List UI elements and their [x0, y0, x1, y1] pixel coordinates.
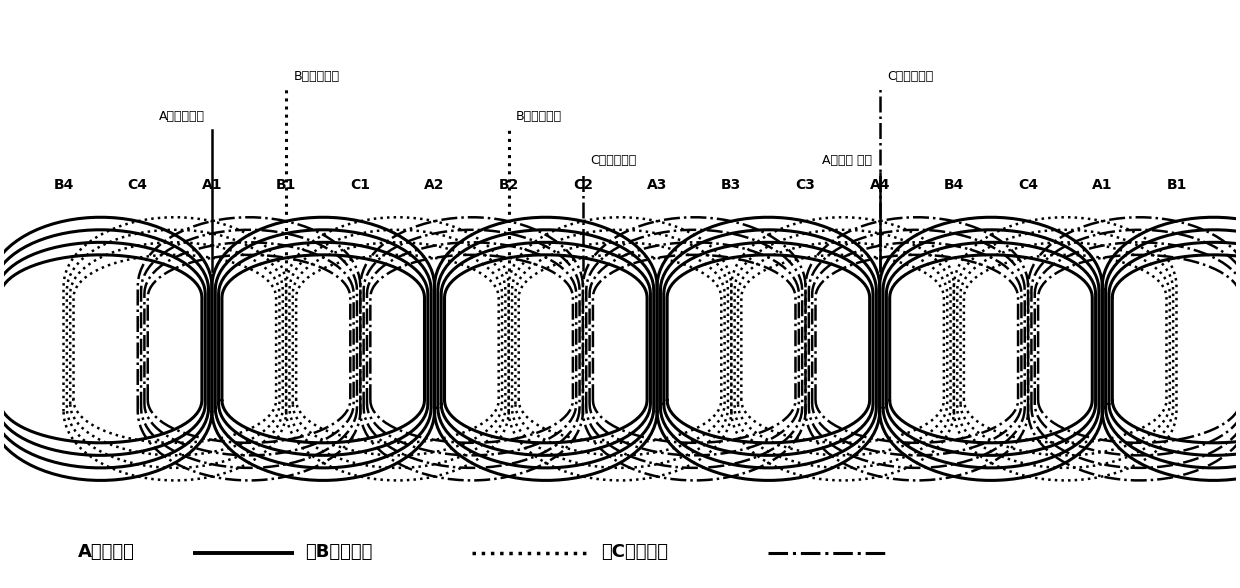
Text: B组线圈出线: B组线圈出线	[294, 69, 340, 82]
Text: B4: B4	[944, 178, 963, 192]
Text: A1: A1	[202, 178, 222, 192]
Text: A组线圈：: A组线圈：	[78, 543, 135, 562]
Text: B1: B1	[277, 178, 296, 192]
Text: C1: C1	[351, 178, 371, 192]
Text: B4: B4	[53, 178, 73, 192]
Text: A组线圈 出线: A组线圈 出线	[822, 154, 872, 167]
Text: A组线圈进线: A组线圈进线	[159, 110, 205, 123]
Text: C组线圈进线: C组线圈进线	[887, 69, 934, 82]
Text: C组线圈出线: C组线圈出线	[590, 154, 636, 167]
Text: C4: C4	[128, 178, 148, 192]
Text: B组线圈进线: B组线圈进线	[516, 110, 562, 123]
Text: ，B组线圈：: ，B组线圈：	[305, 543, 372, 562]
Text: B1: B1	[1167, 178, 1187, 192]
Text: B3: B3	[722, 178, 742, 192]
Text: A1: A1	[1092, 178, 1112, 192]
Text: ，C组线圈：: ，C组线圈：	[601, 543, 668, 562]
Text: B2: B2	[498, 178, 518, 192]
Text: C3: C3	[796, 178, 816, 192]
Text: C2: C2	[573, 178, 593, 192]
Text: A4: A4	[869, 178, 890, 192]
Text: A3: A3	[647, 178, 667, 192]
Text: C4: C4	[1018, 178, 1038, 192]
Text: A2: A2	[424, 178, 445, 192]
